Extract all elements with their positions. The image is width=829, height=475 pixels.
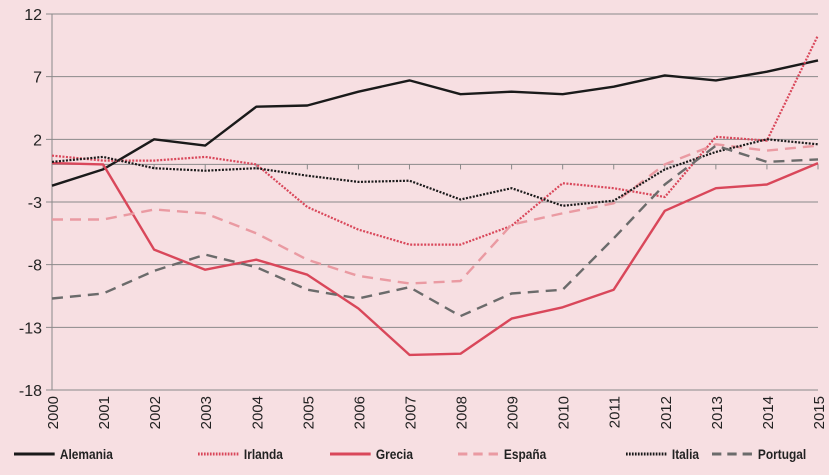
y-tick-label: 12 <box>24 7 42 24</box>
series-line-españa <box>52 143 819 285</box>
y-tick-label: 7 <box>33 70 42 87</box>
y-tick-label: -3 <box>28 195 42 212</box>
x-tick-label: 2003 <box>198 396 215 429</box>
x-tick-label: 2013 <box>709 396 726 429</box>
legend-label: Alemania <box>59 446 113 462</box>
legend-label: Irlanda <box>243 446 283 462</box>
x-tick-label: 2002 <box>147 396 164 429</box>
legend-label: Portugal <box>757 446 807 462</box>
line-chart: 12 7 2 -3 -8 -13 -18 2000 2001 2002 2003 2004 2005 2… <box>0 0 829 440</box>
series-line-alemania <box>51 59 819 187</box>
legend-item: Italia <box>626 446 699 462</box>
x-tick-label: 2009 <box>505 396 522 429</box>
y-tick-label: -8 <box>28 258 42 275</box>
x-tick-label: 2001 <box>96 396 113 429</box>
legend-item: España <box>458 446 546 462</box>
legend-swatch <box>14 452 55 456</box>
x-tick-label: 2014 <box>760 396 777 429</box>
legend: Alemania Irlanda Grecia España Italia Portuga… <box>0 440 829 470</box>
x-tick-label: 2004 <box>249 396 266 429</box>
x-tick-label: 2015 <box>811 396 828 429</box>
legend-label: Grecia <box>375 446 413 462</box>
legend-label: Italia <box>671 446 700 462</box>
x-tick-label: 2008 <box>454 396 471 429</box>
legend-swatch <box>198 452 239 456</box>
x-tick-label: 2012 <box>658 396 675 429</box>
series-line-irlanda <box>51 34 819 246</box>
y-tick-label: 2 <box>33 132 42 149</box>
legend-item: Grecia <box>330 446 413 462</box>
legend-item: Irlanda <box>198 446 283 462</box>
x-tick-label: 2005 <box>300 396 317 429</box>
series-line-portugal <box>51 144 819 318</box>
legend-item: Alemania <box>14 446 113 462</box>
y-tick-label: -13 <box>19 320 42 337</box>
x-tick-label: 2000 <box>45 396 62 429</box>
legend-swatch <box>712 452 753 456</box>
chart-background <box>0 0 829 440</box>
y-tick-label: -18 <box>19 383 42 400</box>
legend-swatch <box>626 452 667 456</box>
x-tick-label: 2006 <box>351 396 368 429</box>
x-tick-label: 2007 <box>402 396 419 429</box>
x-tick-label: 2011 <box>607 396 624 428</box>
series-line-italia <box>51 138 819 207</box>
legend-swatch <box>330 452 371 456</box>
legend-label: España <box>503 446 547 462</box>
legend-item: Portugal <box>712 446 806 462</box>
legend-swatch <box>458 452 499 456</box>
series-line-grecia <box>51 161 819 357</box>
x-tick-label: 2010 <box>556 396 573 429</box>
